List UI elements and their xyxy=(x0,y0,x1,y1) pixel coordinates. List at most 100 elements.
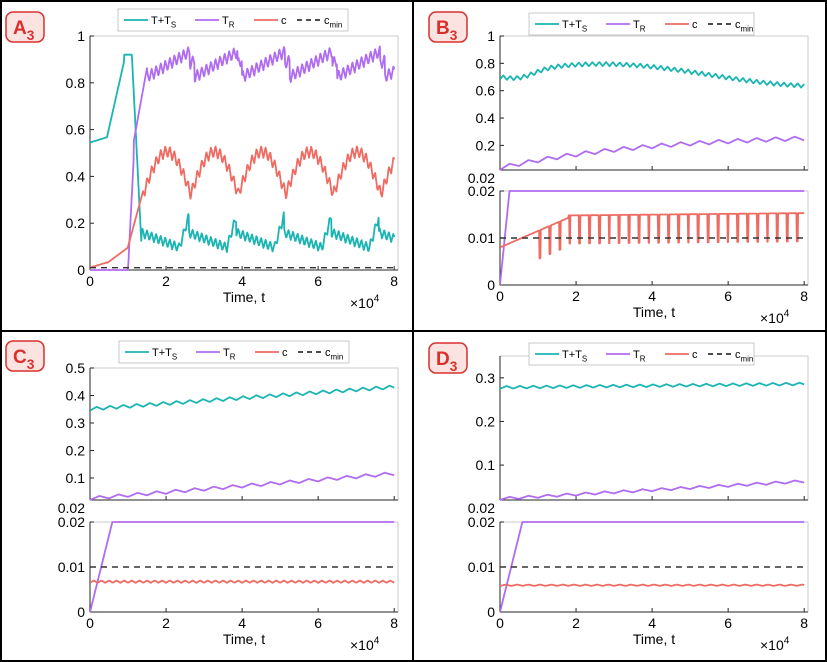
legend-item-cmin: cmin xyxy=(297,15,342,30)
panel-b: 0.2 0.4 0.6 0.8 1 0.02 0 0.01 0.02 0 2 4 6 8 Time, t ×1… xyxy=(428,11,809,326)
legend-a: T+TS TR c cmin xyxy=(117,8,349,32)
legend-label-main: c xyxy=(281,15,287,27)
badge-label-main: C xyxy=(13,347,27,368)
x-tick-label: 0 xyxy=(86,273,94,289)
badge-label-sub: 3 xyxy=(450,28,458,43)
legend-item-tr: TR xyxy=(196,347,236,362)
legend-label-main: T xyxy=(633,19,640,31)
legend-item-cmin: cmin xyxy=(708,349,753,364)
y-tick-label: 0.1 xyxy=(476,457,496,473)
series-line-tr xyxy=(500,479,805,501)
x-multiplier-main: ×10 xyxy=(760,637,784,653)
x-tick-label: 8 xyxy=(390,615,398,631)
x-tick-label: 8 xyxy=(390,273,398,289)
legend-item-tr: TR xyxy=(195,15,235,30)
y-tick-label: 0.6 xyxy=(476,83,496,99)
legend-label-main: c xyxy=(282,347,288,359)
x-tick-label: 2 xyxy=(162,273,170,289)
y-tick-label: 0.01 xyxy=(468,230,495,246)
badge-box xyxy=(428,11,468,43)
y-tick-label: 0 xyxy=(77,604,85,620)
y-tick-label: 0 xyxy=(487,604,495,620)
x-multiplier-main: ×10 xyxy=(350,295,374,311)
y-tick-label: 0.2 xyxy=(476,413,496,429)
badge-box xyxy=(428,342,468,374)
badge-label-sub: 3 xyxy=(27,28,35,43)
x-tick-label: 6 xyxy=(314,273,322,289)
legend-label-main: c xyxy=(324,15,330,27)
legend-label-main: c xyxy=(735,19,741,31)
x-axis-label: Time, t xyxy=(223,631,265,647)
legend-box xyxy=(528,12,755,36)
legend-item-c: c xyxy=(254,15,287,27)
y-tick-label: 0.01 xyxy=(468,559,495,575)
y-tick-label: 0.2 xyxy=(66,215,86,231)
legend-label: cmin xyxy=(325,347,343,362)
legend-label: TR xyxy=(633,349,646,364)
y-tick-label-bottom: 0.02 xyxy=(58,500,85,516)
series-line-c xyxy=(500,583,805,587)
x-axis-label: Time, t xyxy=(633,631,675,647)
series-group xyxy=(500,61,805,171)
legend-label-main: c xyxy=(692,349,698,361)
series-line-tts xyxy=(90,384,395,412)
y-tick-label: 0.4 xyxy=(66,388,86,404)
series-group xyxy=(500,190,808,286)
x-tick-label: 0 xyxy=(496,615,504,631)
panel-badge-d: D3 xyxy=(428,342,468,374)
y-tick-label: 0.02 xyxy=(58,514,85,530)
legend-item-tr: TR xyxy=(606,19,646,34)
x-axis-label: Time, t xyxy=(633,304,675,320)
x-tick-label: 4 xyxy=(648,288,656,304)
x-tick-label: 2 xyxy=(572,288,580,304)
y-tick-label: 0.4 xyxy=(66,168,86,184)
series-line-tr xyxy=(90,471,395,501)
legend-item-c: c xyxy=(255,347,288,359)
series-line-c xyxy=(90,579,395,584)
legend-label: T+TS xyxy=(562,19,587,34)
legend-item-tts: T+TS xyxy=(125,347,177,362)
plot-area xyxy=(89,367,399,501)
y-tick-label: 0.8 xyxy=(476,55,496,71)
series-line-tr xyxy=(500,521,805,613)
y-tick-label: 0.3 xyxy=(66,415,86,431)
series-line-tr xyxy=(90,521,395,613)
x-axis-label: Time, t xyxy=(223,289,265,305)
x-multiplier: ×104 xyxy=(350,636,380,653)
x-tick-label: 6 xyxy=(314,615,322,631)
axes-c-1: 0.1 0.2 0.3 0.4 0.5 0.02 xyxy=(58,360,399,516)
legend-item-c: c xyxy=(665,349,698,361)
plot-area xyxy=(499,35,809,171)
legend-item-cmin: cmin xyxy=(298,347,343,362)
legend-label: T+TS xyxy=(562,349,587,364)
legend-label: c xyxy=(692,349,698,361)
badge-label: D3 xyxy=(436,349,458,374)
x-multiplier-sup: 4 xyxy=(374,636,380,647)
legend-label: TR xyxy=(222,15,235,30)
legend-label-main: T+T xyxy=(152,347,172,359)
legend-label-main: c xyxy=(325,347,331,359)
x-tick-label: 4 xyxy=(238,273,246,289)
x-tick-label: 6 xyxy=(724,288,732,304)
x-tick-label: 8 xyxy=(800,615,808,631)
x-multiplier: ×104 xyxy=(760,309,790,326)
badge-box xyxy=(5,340,45,372)
y-tick-label: 0 xyxy=(487,277,495,293)
series-line-tts xyxy=(500,381,805,390)
panel-badge-b: B3 xyxy=(428,11,468,43)
series-line-tts xyxy=(500,61,805,89)
x-tick-label: 0 xyxy=(496,288,504,304)
legend-d: T+TS TR c cmin xyxy=(528,342,755,366)
legend-label-sub: R xyxy=(640,355,646,364)
series-group xyxy=(500,521,808,613)
badge-label: B3 xyxy=(436,18,458,43)
legend-label-main: T+T xyxy=(151,15,171,27)
series-line-tr xyxy=(90,45,396,271)
x-tick-label: 0 xyxy=(86,615,94,631)
y-tick-label: 0.1 xyxy=(66,470,86,486)
badge-label-sub: 3 xyxy=(450,359,458,374)
